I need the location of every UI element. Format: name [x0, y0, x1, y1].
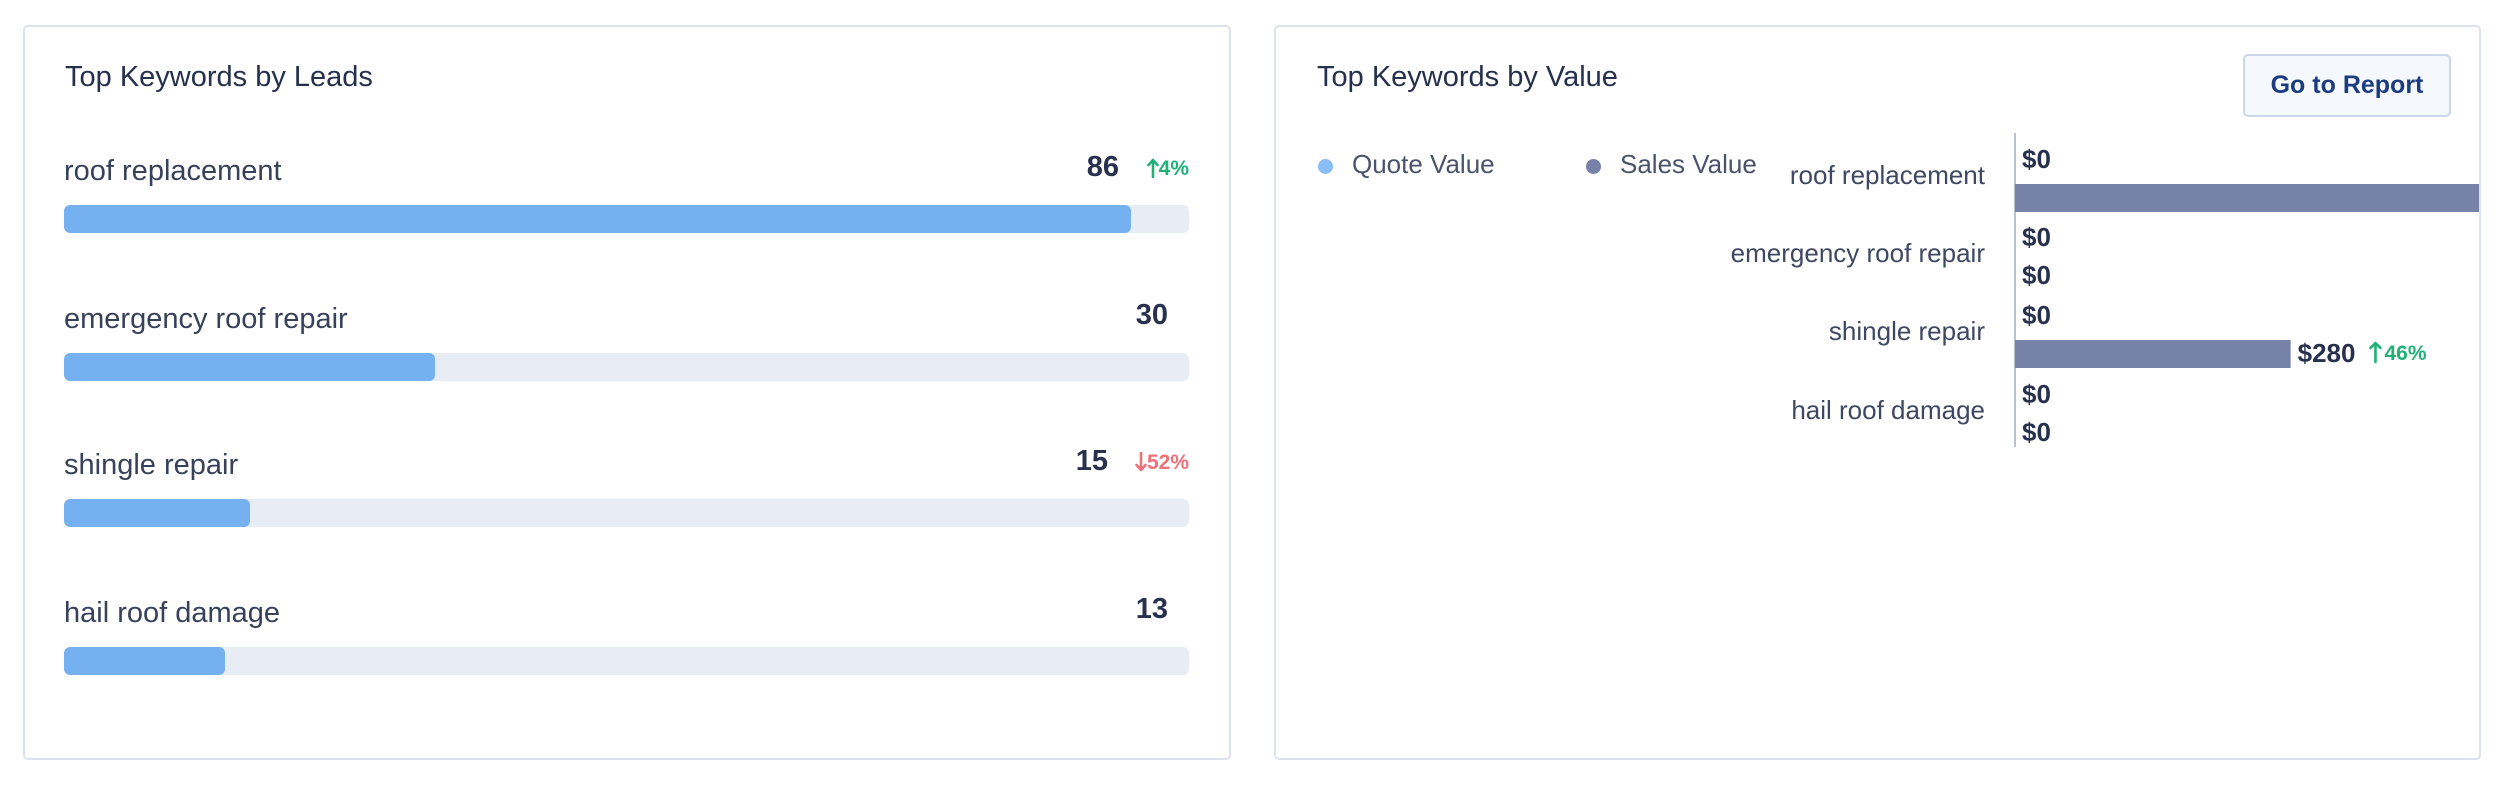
sales-change-label: 46%	[2384, 342, 2426, 365]
keyword-label: roof replacement	[64, 155, 282, 187]
progress-fill	[64, 647, 225, 675]
sales-bar	[2015, 340, 2291, 368]
progress-fill	[64, 205, 1131, 233]
lead-count: 30	[1135, 299, 1168, 331]
keyword-row: hail roof damage 13	[64, 593, 1189, 697]
trend-badge: 52%	[1135, 451, 1189, 475]
keyword-row: emergency roof repair 30	[64, 299, 1189, 403]
sales-value-label: $0	[2022, 260, 2051, 290]
legend-dot	[1586, 159, 1601, 174]
progress-fill	[64, 499, 250, 527]
legend-dot	[1318, 159, 1333, 174]
legend-label: Quote Value	[1352, 149, 1495, 179]
progress-track	[64, 499, 1189, 527]
trend-badge: 4%	[1146, 157, 1189, 181]
value-chart: roof replacement$0$6406%emergency roof r…	[1731, 133, 2479, 447]
quote-value-label: $0	[2022, 222, 2051, 252]
sales-value-label: $0	[2022, 417, 2051, 447]
progress-track	[64, 205, 1189, 233]
arrow-up-icon	[2369, 341, 2382, 364]
arrow-up-icon	[1146, 158, 1159, 179]
value-card-title: Top Keywords by Value	[1317, 61, 1618, 93]
keyword-label: hail roof damage	[64, 597, 281, 629]
category-label: emergency roof repair	[1731, 238, 1986, 268]
lead-count: 15	[1075, 445, 1108, 477]
legend-label: Sales Value	[1620, 149, 1757, 179]
progress-fill	[64, 353, 436, 381]
leads-card-title: Top Keywords by Leads	[65, 61, 373, 93]
category-label: shingle repair	[1829, 316, 1985, 346]
lead-count: 86	[1086, 151, 1119, 183]
quote-value-label: $0	[2022, 144, 2051, 174]
progress-track	[64, 353, 1189, 381]
quote-value-label: $0	[2022, 300, 2051, 330]
trend-value: 4%	[1158, 157, 1189, 180]
trend-value: 52%	[1146, 451, 1189, 474]
value-card: roof replacement$0$6406%emergency roof r…	[1274, 25, 2481, 760]
keyword-label: shingle repair	[64, 449, 239, 481]
go-to-report-button[interactable]: Go to Report	[2243, 54, 2451, 117]
progress-track	[64, 647, 1189, 675]
arrow-down-icon	[1135, 451, 1147, 472]
quote-value-label: $0	[2022, 379, 2051, 409]
keyword-row: shingle repair 15 52%	[64, 445, 1189, 549]
category-label: hail roof damage	[1791, 395, 1985, 425]
keyword-row: roof replacement 86 4%	[64, 151, 1189, 255]
lead-count: 13	[1135, 593, 1168, 625]
keyword-label: emergency roof repair	[64, 303, 348, 335]
sales-value-label: $280	[2298, 338, 2356, 368]
sales-bar	[2015, 184, 2479, 212]
category-label: roof replacement	[1790, 160, 1986, 190]
leads-card: Top Keywords by Leads roof replacement 8…	[23, 25, 1231, 760]
